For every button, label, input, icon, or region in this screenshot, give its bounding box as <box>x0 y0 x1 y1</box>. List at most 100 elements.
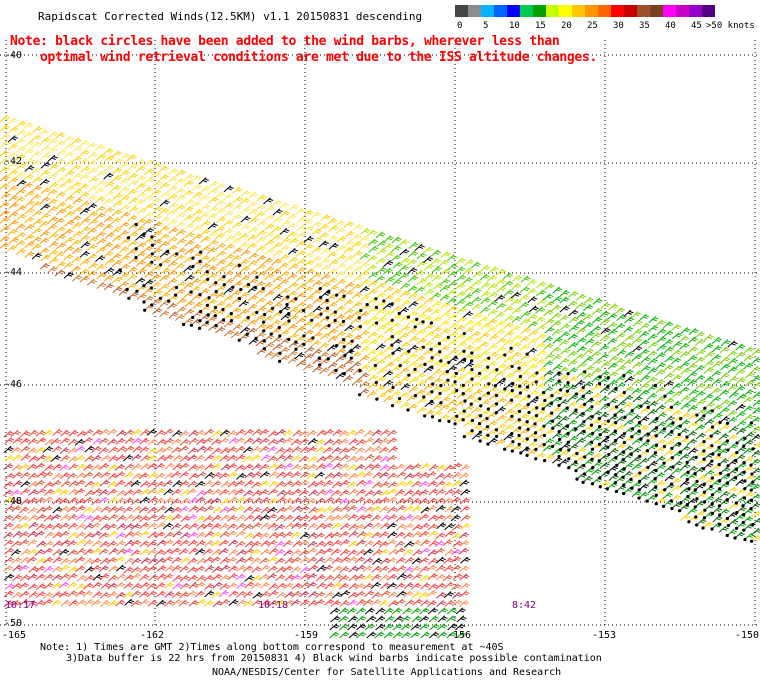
wind-barb <box>436 600 447 608</box>
wind-barb <box>426 589 438 597</box>
wind-barb <box>122 506 134 514</box>
wind-barb <box>276 471 287 479</box>
wind-barb <box>312 279 323 287</box>
contamination-dot <box>703 508 707 512</box>
wind-barb <box>87 262 99 270</box>
wind-barb <box>462 310 474 318</box>
wind-barb <box>638 457 650 465</box>
wind-barb <box>147 438 158 446</box>
wind-barb <box>260 590 271 598</box>
wind-barb <box>464 258 475 266</box>
wind-barb <box>0 201 10 209</box>
wind-barb <box>419 565 430 573</box>
contamination-dot <box>702 439 706 444</box>
wind-barb <box>116 573 127 581</box>
wind-barb <box>424 357 435 365</box>
contamination-dot <box>287 311 291 316</box>
wind-barb <box>83 582 94 590</box>
wind-barb <box>254 210 266 218</box>
wind-barb <box>256 254 267 262</box>
contamination-dot <box>526 403 530 407</box>
wind-barb <box>567 376 578 384</box>
wind-barb <box>167 175 178 183</box>
wind-barb <box>535 306 546 314</box>
wind-barb <box>471 287 482 295</box>
wind-barb <box>224 243 235 251</box>
contamination-dot <box>557 454 561 459</box>
wind-barb <box>495 285 507 293</box>
wind-barb <box>720 380 731 388</box>
wind-barb <box>331 481 343 489</box>
wind-barb <box>75 523 87 531</box>
contamination-dot <box>455 388 459 393</box>
wind-barb <box>671 409 682 417</box>
wind-barb <box>154 497 165 505</box>
wind-barb <box>175 228 186 236</box>
wind-barb <box>324 574 335 582</box>
wind-barb <box>459 472 470 480</box>
wind-barb <box>75 479 86 487</box>
wind-barb <box>411 557 422 565</box>
wind-barb <box>543 437 554 445</box>
wind-barb <box>94 221 105 229</box>
wind-barb <box>566 401 578 409</box>
wind-barb <box>411 530 423 538</box>
wind-barb <box>427 607 438 615</box>
wind-barb <box>359 294 370 302</box>
wind-barb <box>752 406 760 415</box>
contamination-dot <box>397 396 402 401</box>
wind-barb <box>147 506 158 514</box>
wind-barb <box>426 564 437 572</box>
wind-barb <box>368 245 379 253</box>
wind-barb <box>464 285 475 293</box>
wind-barb <box>543 293 554 301</box>
wind-barb <box>443 557 454 565</box>
wind-barb <box>655 455 666 463</box>
wind-barb <box>391 270 402 278</box>
wind-barb <box>291 582 302 590</box>
contamination-dot <box>510 389 514 393</box>
wind-barb <box>607 362 618 370</box>
wind-barb <box>399 358 411 366</box>
wind-barb <box>51 582 62 590</box>
wind-barb <box>4 556 15 564</box>
wind-barb <box>118 246 130 254</box>
wind-barb <box>383 379 394 387</box>
contamination-dot <box>630 486 634 490</box>
wind-barb <box>304 277 315 285</box>
contamination-dot <box>294 297 298 301</box>
wind-barb <box>275 548 286 556</box>
wind-barb <box>123 454 134 462</box>
wind-barb <box>223 287 234 295</box>
wind-barb <box>222 193 234 201</box>
wind-barb <box>646 376 658 384</box>
wind-barb <box>431 326 442 334</box>
wind-barb <box>600 302 611 310</box>
contamination-dot <box>687 487 691 491</box>
wind-barb <box>372 557 383 565</box>
wind-barb <box>187 557 198 565</box>
contamination-dot <box>278 310 283 314</box>
wind-barb <box>8 236 19 245</box>
contamination-dot <box>607 452 611 457</box>
wind-barb <box>510 341 521 349</box>
wind-barb <box>332 462 343 470</box>
wind-barb <box>179 565 190 573</box>
wind-barb <box>52 531 63 539</box>
wind-barb <box>359 242 370 250</box>
wind-barb <box>328 225 339 233</box>
wind-barb <box>20 430 31 438</box>
legend-tick-label: 10 <box>509 21 520 31</box>
contamination-dot <box>199 250 203 254</box>
wind-barb <box>599 385 610 394</box>
wind-barb <box>408 335 419 343</box>
wind-barb <box>460 556 471 564</box>
wind-barb <box>512 435 523 443</box>
wind-barb <box>576 311 587 319</box>
wind-barb <box>83 557 94 565</box>
wind-barb <box>679 437 690 445</box>
wind-barb <box>107 438 118 446</box>
wind-barb <box>428 488 439 496</box>
wind-barb <box>59 437 71 445</box>
wind-barb <box>42 445 53 453</box>
